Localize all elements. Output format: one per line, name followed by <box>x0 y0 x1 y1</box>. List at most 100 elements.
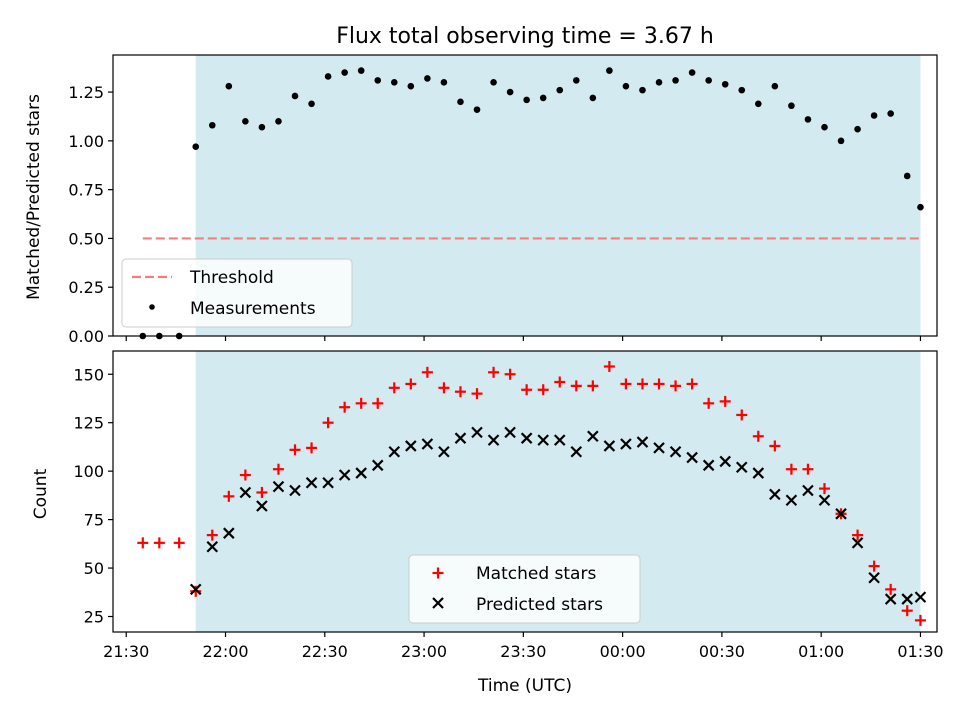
predicted-stars-point <box>785 494 798 506</box>
matched-stars-point <box>769 440 781 452</box>
measurement-point <box>721 80 729 88</box>
y-tick-label: 75 <box>84 511 104 530</box>
matched-stars-point <box>388 382 400 394</box>
x-tick-label: 01:00 <box>798 642 844 661</box>
matched-stars-point <box>355 397 367 409</box>
matched-stars-point <box>603 361 615 373</box>
measurement-point <box>225 82 233 90</box>
measurement-point <box>788 102 795 110</box>
matched-stars-point <box>521 384 533 396</box>
matched-stars-point <box>752 430 764 442</box>
measurement-point <box>771 82 779 90</box>
matched-stars-point <box>405 378 417 390</box>
x-tick-label: 00:30 <box>699 642 745 661</box>
measurement-point <box>672 77 679 84</box>
matched-stars-point <box>306 442 318 454</box>
measurement-point <box>308 100 315 108</box>
legend-predicted-swatch <box>432 597 444 609</box>
predicted-stars-point <box>868 571 880 584</box>
matched-stars-point <box>322 417 334 429</box>
predicted-stars-point <box>438 445 450 458</box>
matched-stars-point <box>206 529 218 541</box>
measurement-point <box>688 69 696 76</box>
predicted-stars-point <box>355 467 367 479</box>
measurement-point <box>622 82 630 90</box>
matched-stars-point <box>901 605 913 617</box>
chart-title: Flux total observing time = 3.67 h <box>336 24 714 49</box>
y-tick-label: 25 <box>84 607 104 626</box>
predicted-stars-point <box>189 583 202 596</box>
matched-stars-point <box>554 376 566 388</box>
measurement-point <box>258 123 266 131</box>
measurement-point <box>374 77 382 84</box>
predicted-stars-point <box>653 442 665 454</box>
predicted-stars-point <box>504 426 516 439</box>
predicted-stars-point <box>570 445 583 458</box>
predicted-stars-point <box>587 430 599 443</box>
predicted-stars-point <box>686 451 698 464</box>
predicted-stars-point <box>206 540 219 553</box>
axes-frame <box>112 350 938 633</box>
matched-stars-point <box>471 388 483 400</box>
measurement-point <box>490 79 497 86</box>
predicted-stars-point <box>702 459 715 472</box>
y-tick-label: 0.00 <box>68 327 104 346</box>
measurement-point <box>870 112 878 119</box>
predicted-stars-point <box>272 480 285 493</box>
predicted-stars-point <box>388 445 401 458</box>
matched-stars-point <box>670 380 682 392</box>
matched-stars-point <box>703 397 715 409</box>
measurement-point <box>539 94 547 102</box>
predicted-stars-point <box>471 426 483 439</box>
matched-stars-point <box>504 368 516 380</box>
predicted-stars-point <box>537 434 549 446</box>
measurement-point <box>804 116 812 123</box>
matched-stars-point <box>785 463 797 475</box>
measurement-point <box>917 203 924 211</box>
matched-stars-point <box>372 397 384 409</box>
predicted-stars-point <box>487 434 500 446</box>
predicted-stars-point <box>901 593 913 605</box>
legend-measurements-swatch <box>149 304 155 310</box>
y-tick-label: 125 <box>73 414 104 433</box>
legend: Matched stars Predicted stars <box>408 554 641 624</box>
matched-stars-point <box>137 537 149 549</box>
measurement-point <box>639 86 646 94</box>
matched-stars-point <box>239 469 251 481</box>
matched-stars-point <box>587 380 599 392</box>
x-tick-label: 23:30 <box>500 642 546 661</box>
predicted-stars-point <box>223 527 235 539</box>
legend-threshold-label: Threshold <box>189 268 274 288</box>
measurement-point <box>887 110 894 117</box>
predicted-stars-point <box>338 469 351 481</box>
predicted-stars-point <box>636 436 649 448</box>
predicted-stars-point <box>520 432 533 444</box>
y-tick-label: 50 <box>84 559 104 578</box>
measurement-point <box>275 118 282 125</box>
x-tick-label: 21:30 <box>103 642 149 661</box>
predicted-stars-point <box>835 508 847 520</box>
predicted-stars-point <box>719 455 731 468</box>
panel-0: 0.00 0.25 0.50 0.75 1.00 1.25 Threshold Measure… <box>68 54 938 346</box>
measurement-point <box>407 82 415 90</box>
measurement-point <box>572 77 580 84</box>
legend-measurements-label: Measurements <box>190 299 316 319</box>
y-tick-label: 100 <box>73 462 104 481</box>
predicted-stars-point <box>669 445 682 458</box>
predicted-stars-point <box>802 484 814 497</box>
predicted-stars-point <box>884 593 897 605</box>
measurement-point <box>457 98 464 106</box>
matched-stars-point <box>852 529 864 541</box>
measurement-point <box>655 79 663 86</box>
predicted-stars-point <box>371 459 384 472</box>
measurement-point <box>589 94 597 102</box>
legend-box <box>121 258 353 328</box>
y-tick-label: 0.25 <box>68 278 104 297</box>
matched-stars-point <box>885 583 897 595</box>
y-tick-label: 0.75 <box>68 181 104 200</box>
matched-stars-point <box>653 378 665 390</box>
matched-stars-point <box>914 614 926 626</box>
predicted-stars-point <box>239 486 252 499</box>
matched-stars-point <box>686 378 698 390</box>
